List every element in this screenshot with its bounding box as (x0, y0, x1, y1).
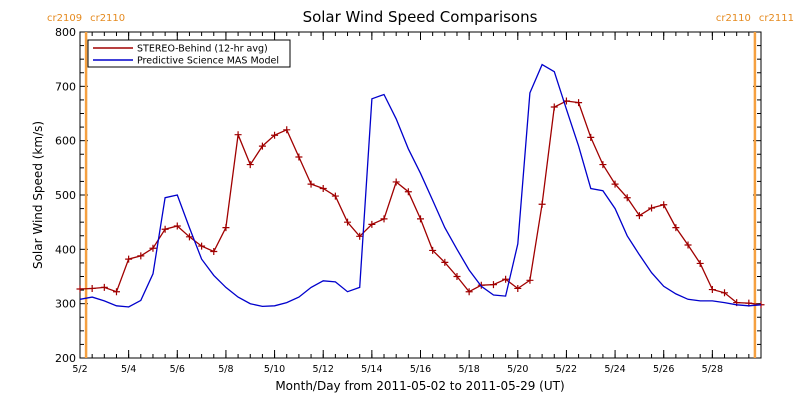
x-tick-label: 5/10 (264, 364, 285, 375)
y-tick-label: 500 (55, 189, 76, 202)
data-point-marker (514, 284, 522, 292)
data-point-marker (271, 131, 279, 139)
plot-frame (79, 31, 762, 359)
data-point-marker (112, 288, 120, 296)
data-point-marker (721, 289, 729, 297)
x-tick-label: 5/16 (410, 364, 431, 375)
data-point-marker (465, 288, 473, 296)
x-tick-label: 5/28 (702, 364, 723, 375)
x-tick-label: 5/6 (170, 364, 185, 375)
data-point-marker (417, 215, 424, 223)
data-point-marker (88, 284, 96, 292)
data-point-marker (599, 161, 607, 169)
data-point-marker (222, 224, 230, 232)
data-point-marker (575, 99, 583, 107)
x-tick-label: 5/2 (72, 364, 87, 375)
data-point-marker (404, 188, 412, 196)
y-tick-label: 800 (55, 26, 76, 39)
y-tick-label: 400 (55, 243, 76, 256)
data-point-marker (587, 133, 595, 141)
y-tick-label: 300 (55, 298, 76, 311)
data-point-marker (331, 192, 339, 200)
y-tick-label: 700 (55, 80, 76, 93)
data-point-marker (210, 248, 218, 256)
y-tick-label: 600 (55, 135, 76, 148)
data-point-marker (623, 194, 631, 202)
data-point-marker (611, 180, 619, 188)
data-point-marker (295, 153, 303, 161)
data-point-marker (550, 103, 558, 111)
data-point-marker (538, 200, 546, 208)
x-tick-label: 5/22 (556, 364, 577, 375)
carrington-label-before: cr2110 (716, 13, 751, 24)
data-point-marker (246, 161, 254, 169)
carrington-label-after: cr2111 (759, 13, 794, 24)
x-tick-label: 5/26 (653, 364, 674, 375)
data-point-marker (125, 255, 133, 263)
data-point-marker (319, 184, 327, 192)
data-point-marker (489, 281, 497, 289)
data-point-marker (198, 242, 206, 250)
data-point-marker (100, 283, 108, 291)
data-point-marker (161, 225, 169, 233)
carrington-label-before: cr2109 (47, 13, 82, 24)
y-axis-label: Solar Wind Speed (km/s) (31, 121, 45, 269)
data-point-marker (283, 126, 291, 134)
x-tick-label: 5/14 (361, 364, 382, 375)
data-point-marker (526, 276, 534, 284)
data-point-marker (648, 204, 656, 212)
x-tick-label: 5/8 (218, 364, 233, 375)
data-point-marker (684, 241, 692, 249)
data-point-marker (76, 285, 84, 293)
data-point-marker (660, 201, 668, 209)
x-tick-label: 5/4 (121, 364, 136, 375)
data-point-marker (307, 180, 315, 188)
x-tick-label: 5/24 (604, 364, 625, 375)
legend: STEREO-Behind (12-hr avg)Predictive Scie… (87, 39, 291, 68)
data-point-marker (344, 218, 352, 226)
data-point-marker (173, 222, 181, 230)
data-point-marker (635, 212, 643, 220)
x-tick-label: 5/12 (313, 364, 334, 375)
series-line-mas-model (79, 63, 762, 308)
data-point-marker (696, 259, 704, 267)
carrington-label-after: cr2110 (90, 13, 125, 24)
data-point-marker (258, 142, 266, 150)
plot-ticks: 200 300 400 500 600 700 800 5/2 5/4 5/6 5/8 5/10 5/1… (55, 26, 762, 375)
legend-label: STEREO-Behind (12-hr avg) (137, 44, 268, 55)
data-point-marker (441, 258, 449, 266)
x-axis-label: Month/Day from 2011-05-02 to 2011-05-29 … (275, 379, 564, 393)
series-line-stereo-behind (79, 100, 762, 306)
data-point-marker (185, 233, 193, 241)
data-point-marker (234, 131, 242, 139)
legend-label: Predictive Science MAS Model (137, 56, 279, 67)
data-point-marker (429, 246, 437, 254)
y-tick-label: 200 (55, 352, 76, 365)
legend-box (87, 39, 291, 68)
chart-title: Solar Wind Speed Comparisons (303, 8, 538, 26)
data-point-marker (453, 273, 461, 280)
data-point-marker (380, 215, 388, 223)
data-point-marker (502, 275, 510, 283)
data-point-marker (356, 232, 364, 240)
data-point-marker (477, 281, 485, 289)
x-tick-label: 5/18 (458, 364, 479, 375)
x-tick-label: 5/20 (507, 364, 528, 375)
data-point-marker (137, 252, 145, 260)
data-point-marker (392, 178, 400, 186)
data-point-marker (672, 224, 680, 232)
data-point-marker (149, 244, 157, 252)
data-point-marker (368, 220, 376, 228)
data-point-marker (708, 286, 716, 294)
series-layer (76, 63, 765, 309)
